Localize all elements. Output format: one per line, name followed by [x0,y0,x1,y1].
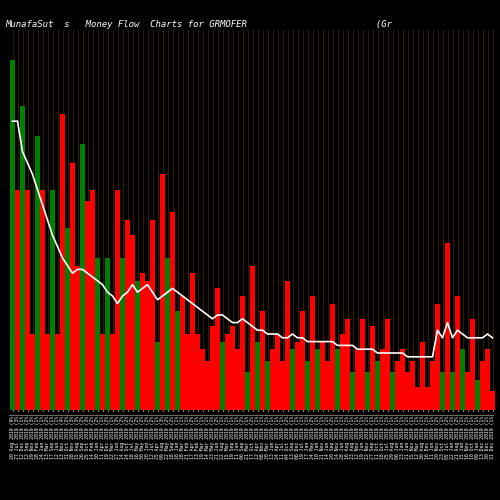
Bar [20,106,24,410]
Bar [260,311,264,410]
Bar [236,349,240,410]
Bar [216,288,220,410]
Bar [166,258,170,410]
Bar [310,296,314,410]
Bar [176,311,180,410]
Bar [470,319,474,410]
Bar [56,334,60,410]
Bar [86,201,89,410]
Bar [150,220,154,410]
Bar [30,334,34,410]
Bar [406,372,409,410]
Bar [280,360,284,410]
Bar [200,349,204,410]
Bar [136,281,140,410]
Bar [90,190,94,410]
Bar [460,349,464,410]
Bar [390,372,394,410]
Bar [360,319,364,410]
Bar [240,296,244,410]
Bar [220,342,224,410]
Bar [476,380,480,410]
Bar [320,342,324,410]
Bar [376,360,380,410]
Bar [246,372,250,410]
Bar [120,258,124,410]
Bar [386,319,390,410]
Bar [130,235,134,410]
Bar [446,243,450,410]
Bar [440,372,444,410]
Text: MunafaSut  s   Money Flow  Charts for GRMOFER                        (Gr        : MunafaSut s Money Flow Charts for GRMOFE… [5,20,500,29]
Bar [230,326,234,410]
Bar [340,334,344,410]
Bar [456,296,460,410]
Bar [40,190,44,410]
Bar [270,349,274,410]
Bar [116,190,119,410]
Bar [146,281,150,410]
Bar [410,360,414,410]
Bar [490,391,494,410]
Bar [180,296,184,410]
Bar [10,60,14,410]
Bar [186,334,190,410]
Bar [110,334,114,410]
Bar [326,360,330,410]
Bar [76,266,80,410]
Bar [336,349,340,410]
Bar [290,349,294,410]
Bar [70,163,74,410]
Bar [210,326,214,410]
Bar [266,360,270,410]
Bar [156,342,160,410]
Bar [350,372,354,410]
Bar [416,387,420,410]
Bar [400,349,404,410]
Bar [106,258,110,410]
Bar [436,304,440,410]
Bar [486,349,490,410]
Bar [306,360,310,410]
Bar [250,266,254,410]
Bar [316,349,320,410]
Bar [370,326,374,410]
Bar [226,334,230,410]
Bar [380,349,384,410]
Bar [100,334,104,410]
Bar [96,258,100,410]
Bar [80,144,84,410]
Bar [346,319,350,410]
Bar [170,212,174,410]
Bar [296,342,300,410]
Bar [140,273,144,410]
Bar [256,342,260,410]
Bar [26,190,30,410]
Bar [420,342,424,410]
Bar [36,136,40,410]
Bar [196,334,200,410]
Bar [190,273,194,410]
Bar [300,311,304,410]
Bar [450,372,454,410]
Bar [276,334,280,410]
Bar [46,334,50,410]
Bar [160,174,164,410]
Bar [480,360,484,410]
Bar [206,360,210,410]
Bar [366,372,370,410]
Bar [356,349,360,410]
Bar [16,190,20,410]
Bar [50,190,54,410]
Bar [126,220,130,410]
Bar [60,114,64,410]
Bar [330,304,334,410]
Bar [66,228,70,410]
Bar [286,281,290,410]
Bar [426,387,430,410]
Bar [466,372,469,410]
Bar [396,360,400,410]
Bar [430,360,434,410]
